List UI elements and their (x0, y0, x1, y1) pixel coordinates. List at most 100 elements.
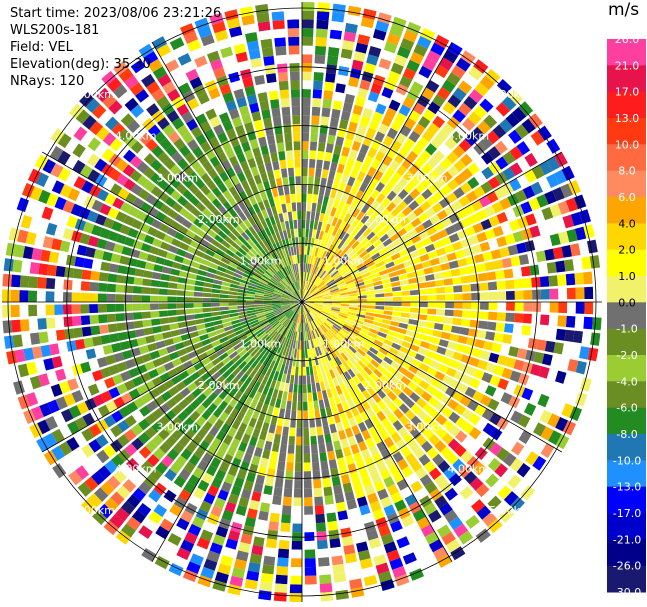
velocity-cell (68, 405, 82, 419)
velocity-cell (302, 280, 305, 290)
velocity-cell (460, 153, 473, 167)
velocity-cell (281, 203, 287, 213)
velocity-cell (145, 335, 156, 344)
velocity-cell (89, 120, 104, 136)
velocity-cell (363, 353, 373, 363)
velocity-cell (348, 76, 360, 88)
range-ring-label: 4.00km (448, 462, 490, 475)
velocity-cell (272, 263, 279, 272)
velocity-cell (314, 176, 321, 187)
velocity-cell (180, 448, 193, 461)
velocity-cell (384, 297, 394, 302)
velocity-cell (104, 377, 116, 389)
velocity-cell (370, 359, 380, 368)
velocity-cell (258, 251, 267, 261)
velocity-cell (357, 87, 369, 99)
velocity-cell (219, 215, 229, 226)
start-time-label: Start time: 2023/08/06 23:21:26 (10, 6, 222, 21)
velocity-cell (40, 249, 51, 262)
velocity-cell (393, 337, 404, 346)
velocity-cell (304, 291, 310, 299)
velocity-cell (260, 572, 274, 584)
velocity-cell (289, 255, 294, 265)
velocity-cell (504, 323, 514, 334)
velocity-cell (432, 202, 444, 214)
velocity-cell (74, 218, 87, 231)
velocity-cell (257, 364, 266, 374)
velocity-cell (205, 108, 217, 121)
velocity-cell (265, 311, 274, 316)
velocity-cell (486, 271, 497, 281)
velocity-cell (390, 491, 403, 504)
colorbar-swatch (607, 144, 646, 172)
velocity-cell (240, 279, 250, 285)
velocity-cell (17, 363, 30, 378)
velocity-cell (287, 247, 292, 257)
velocity-cell (374, 284, 384, 290)
velocity-cell (249, 499, 260, 511)
velocity-cell (481, 166, 494, 180)
velocity-cell (141, 547, 157, 562)
velocity-cell (327, 266, 336, 275)
velocity-cell (249, 436, 258, 447)
velocity-cell (408, 200, 420, 211)
velocity-cell (330, 338, 338, 348)
velocity-cell (146, 454, 160, 467)
velocity-cell (477, 120, 491, 135)
velocity-cell (213, 418, 224, 430)
velocity-cell (294, 305, 300, 313)
velocity-cell (352, 524, 364, 536)
velocity-cell (260, 229, 268, 239)
velocity-cell (151, 88, 165, 102)
velocity-cell (357, 392, 366, 403)
field-label: Field: VEL (10, 40, 73, 55)
velocity-cell (331, 216, 339, 227)
velocity-cell (168, 482, 182, 496)
velocity-cell (374, 131, 386, 143)
velocity-cell (182, 90, 196, 103)
velocity-cell (305, 303, 314, 308)
velocity-cell (287, 285, 294, 293)
velocity-cell (221, 281, 231, 287)
velocity-cell (357, 288, 367, 293)
velocity-cell (266, 207, 273, 217)
velocity-cell (138, 345, 150, 355)
velocity-cell (375, 103, 387, 115)
velocity-cell (289, 62, 300, 72)
velocity-cell (440, 157, 453, 170)
velocity-cell (73, 327, 84, 339)
velocity-cell (489, 108, 504, 123)
velocity-cell (158, 303, 168, 310)
velocity-cell (300, 289, 302, 299)
velocity-cell (415, 326, 426, 334)
velocity-cell (402, 552, 417, 565)
velocity-cell (267, 339, 275, 348)
velocity-cell (359, 79, 371, 91)
velocity-cell (305, 263, 308, 273)
velocity-cell (304, 314, 307, 324)
velocity-cell (462, 293, 472, 301)
velocity-cell (487, 457, 502, 472)
velocity-cell (293, 292, 300, 300)
velocity-cell (292, 255, 296, 265)
velocity-cell (351, 218, 360, 228)
velocity-cell (231, 276, 242, 282)
velocity-cell (217, 205, 228, 215)
velocity-cell (134, 328, 145, 338)
velocity-cell (144, 262, 155, 271)
velocity-cell (282, 318, 289, 326)
velocity-cell (137, 146, 150, 160)
velocity-cell (319, 452, 328, 462)
velocity-cell (304, 558, 316, 568)
velocity-cell (85, 348, 97, 360)
velocity-cell (540, 302, 550, 313)
velocity-cell (67, 378, 79, 391)
velocity-cell (403, 138, 416, 150)
velocity-cell (357, 549, 371, 561)
velocity-cell (238, 496, 250, 508)
velocity-cell (321, 222, 327, 232)
velocity-cell (304, 293, 312, 300)
velocity-cell (436, 524, 452, 538)
velocity-cell (141, 303, 151, 311)
velocity-cell (375, 20, 390, 33)
